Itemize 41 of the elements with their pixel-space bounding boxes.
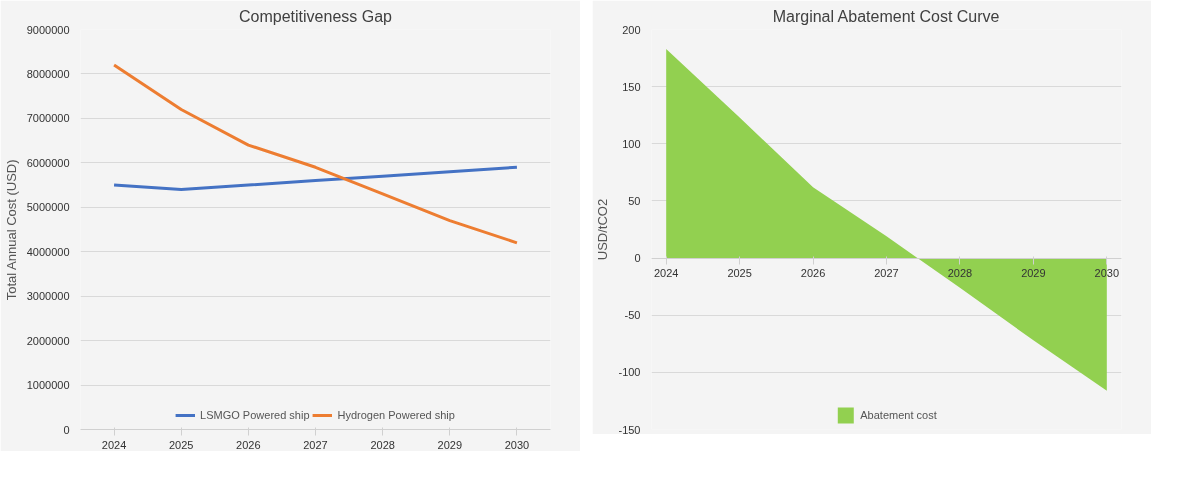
y-axis-title: USD/tCO2 [595,198,611,261]
y-tick-label: 0 [634,252,641,265]
y-axis-title: Total Annual Cost (USD) [3,159,19,301]
x-tick-label: 2030 [504,438,530,451]
x-tick-label: 2025 [168,438,194,451]
legend-label: Abatement cost [860,409,937,421]
x-tick-label: 2026 [236,438,261,451]
y-tick-label: 6000000 [26,156,70,169]
legend-label: LSMGO Powered ship [200,409,310,421]
chart-title: Marginal Abatement Cost Curve [772,7,1000,25]
y-tick-label: 100 [622,137,641,150]
x-tick-label: 2024 [101,438,127,451]
y-tick-label: 4000000 [26,245,70,258]
y-tick-label: -50 [624,309,641,322]
y-tick-label: 2000000 [26,334,70,347]
x-tick-label: 2028 [370,438,395,451]
y-tick-label: 150 [622,80,641,93]
x-tick-label: 2027 [303,438,328,451]
x-tick-label: 2024 [653,267,679,280]
chart-title: Competitiveness Gap [239,7,393,25]
y-tick-label: -150 [618,423,641,436]
line-series [112,63,519,245]
y-tick-label: 9000000 [26,23,70,36]
x-tick-label: 2027 [874,267,899,280]
x-tick-label: 2026 [800,267,826,280]
x-tick-label: 2029 [1021,267,1046,280]
y-tick-label: 1000000 [26,379,70,392]
x-tick-label: 2025 [727,267,752,280]
y-tick-label: 5000000 [26,201,70,214]
y-tick-label: 200 [622,23,641,36]
y-tick-label: -100 [618,366,641,379]
y-tick-label: 8000000 [26,67,70,80]
y-tick-label: 3000000 [26,290,70,303]
x-tick-label: 2030 [1094,267,1120,280]
line-series [112,165,519,191]
legend-label: Hydrogen Powered ship [337,409,455,421]
x-tick-label: 2028 [947,267,973,280]
y-tick-label: 50 [628,194,641,207]
y-tick-label: 0 [63,423,70,436]
y-tick-label: 7000000 [26,112,70,125]
x-tick-label: 2029 [437,438,463,451]
